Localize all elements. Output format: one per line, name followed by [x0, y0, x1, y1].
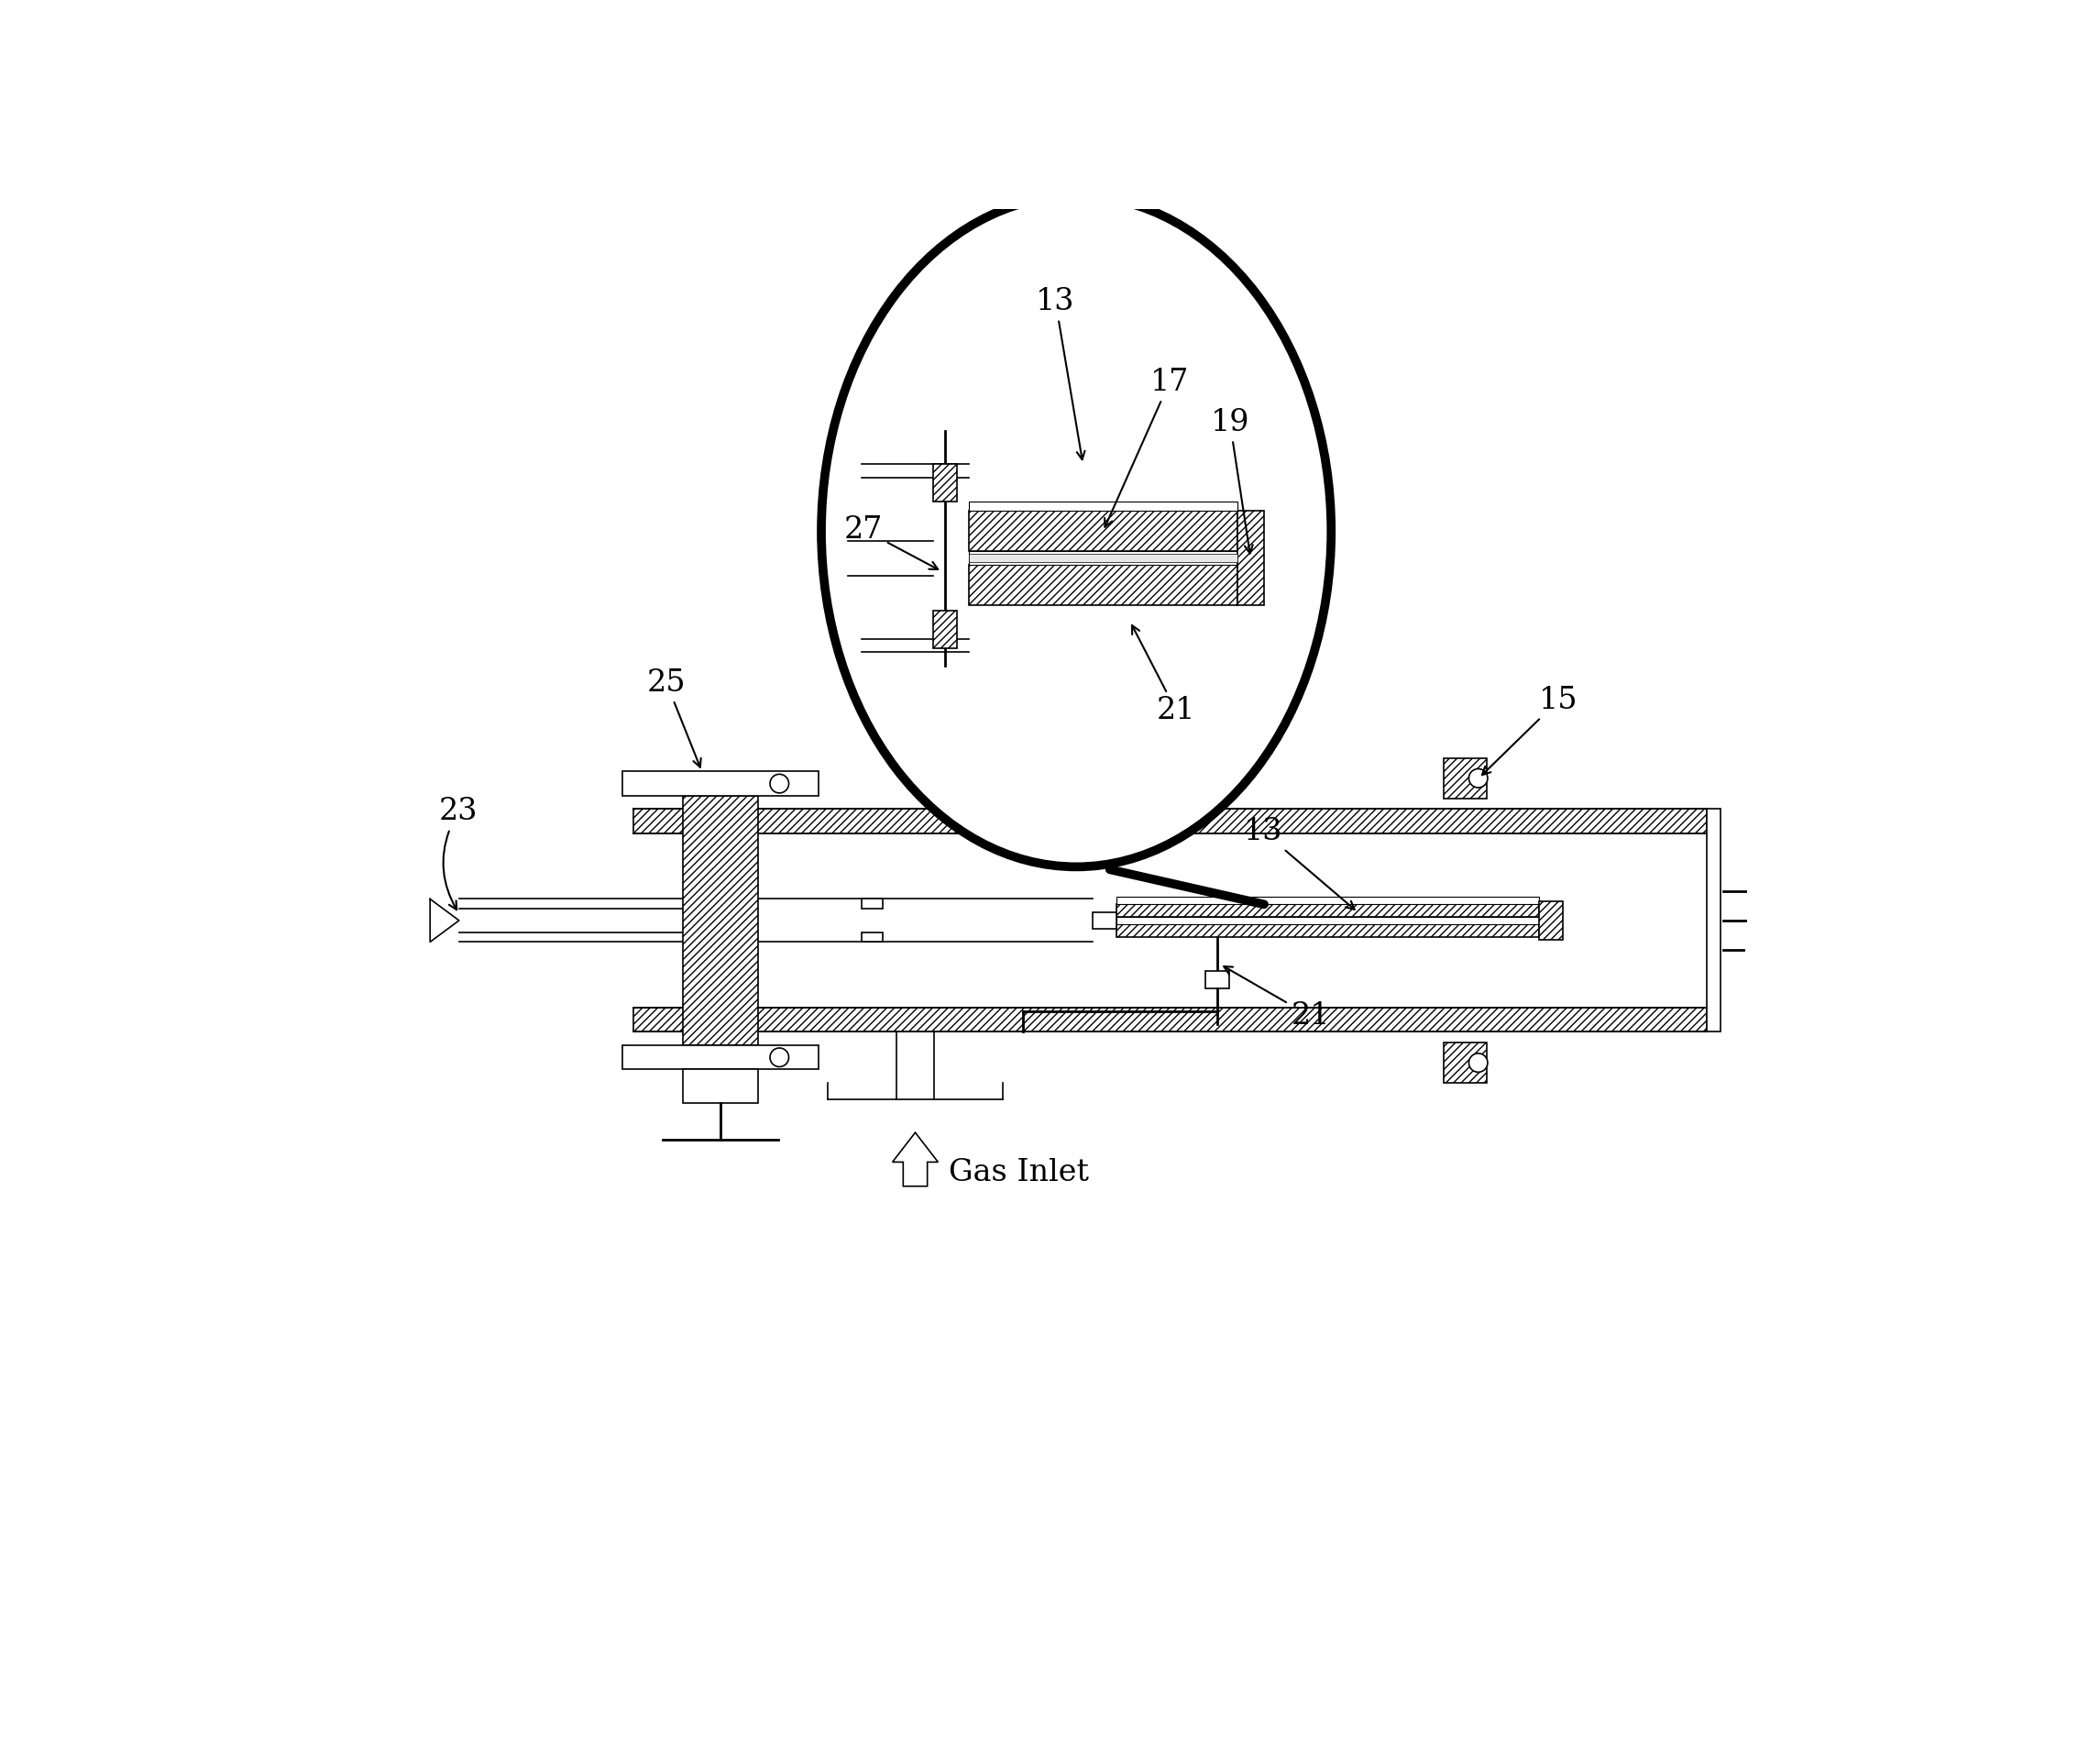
Ellipse shape	[821, 195, 1331, 866]
Text: 25: 25	[647, 668, 701, 767]
Text: 21: 21	[1224, 966, 1329, 1030]
Text: 15: 15	[1483, 685, 1579, 776]
Bar	[861, 899, 882, 908]
Bar	[1117, 903, 1539, 917]
Bar	[1445, 1042, 1487, 1082]
Text: 13: 13	[1243, 817, 1354, 910]
Bar	[682, 795, 758, 1046]
Bar	[968, 551, 1237, 565]
Text: 21: 21	[1132, 626, 1195, 725]
Circle shape	[771, 774, 790, 793]
Text: 13: 13	[1035, 288, 1086, 460]
Bar	[1237, 511, 1264, 605]
Bar	[1117, 924, 1539, 938]
Bar	[1707, 809, 1720, 1032]
Bar	[1205, 971, 1228, 988]
Bar	[634, 809, 1707, 833]
Bar	[634, 1007, 1707, 1032]
Bar	[624, 772, 819, 795]
Circle shape	[1468, 1053, 1487, 1072]
Bar	[624, 1046, 819, 1070]
Text: 27: 27	[844, 514, 939, 570]
Text: 17: 17	[1105, 368, 1189, 526]
Bar	[932, 610, 958, 648]
Circle shape	[1468, 769, 1487, 788]
Bar	[1539, 901, 1562, 939]
Bar	[968, 511, 1237, 551]
FancyArrow shape	[892, 1133, 939, 1187]
Bar	[1117, 898, 1539, 903]
Text: 19: 19	[1210, 408, 1254, 554]
Bar	[968, 502, 1237, 511]
Circle shape	[771, 1048, 790, 1067]
Text: 23: 23	[439, 797, 479, 910]
Bar	[968, 554, 1237, 563]
Text: Gas Inlet: Gas Inlet	[949, 1157, 1090, 1187]
Bar	[682, 1070, 758, 1103]
Bar	[1117, 917, 1539, 924]
Bar	[861, 933, 882, 941]
Bar	[968, 565, 1237, 605]
Polygon shape	[430, 899, 460, 941]
Bar	[1092, 912, 1117, 929]
Bar	[932, 464, 958, 502]
Bar	[1445, 758, 1487, 798]
